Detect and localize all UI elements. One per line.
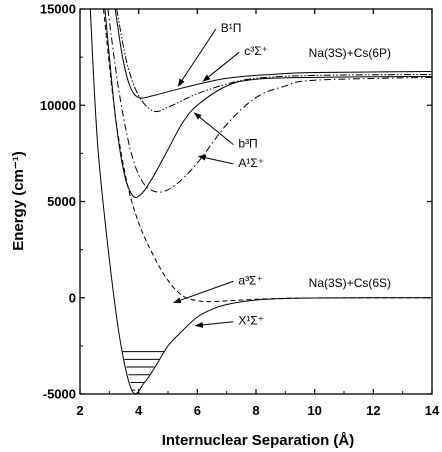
annotation-arrow-x1sigmaplus: [194, 321, 234, 328]
x-tick-label: 2: [76, 403, 83, 418]
curve-a3sigmaplus: [102, 9, 432, 303]
y-tick-label: 10000: [40, 98, 76, 113]
annotation-label-b1pi: B¹Π: [221, 21, 242, 35]
curve-x1sigmaplus: [89, 9, 432, 394]
annotation-label-b3pi: b³Π: [238, 137, 257, 151]
annotation-label-x1sigmaplus: X¹Σ⁺: [238, 314, 264, 328]
annotation-arrow-b1pi: [177, 28, 217, 87]
asymptote-label-0: Na(3S)+Cs(6P): [309, 46, 391, 60]
annotation-arrow-a3sigmaplus: [172, 280, 234, 304]
annotation-label-a3sigmaplus: a³Σ⁺: [238, 273, 262, 287]
y-tick-label: 15000: [40, 2, 76, 17]
curve-b3pi: [104, 9, 432, 199]
x-tick-label: 6: [194, 403, 201, 418]
plot-frame: [79, 8, 433, 395]
curves-layer: [89, 9, 432, 394]
annotation-label-c3sigmaplus: c³Σ⁺: [244, 44, 268, 58]
x-tick-label: 12: [366, 403, 380, 418]
annotation-arrow-b3pi: [193, 112, 234, 145]
asymptote-label-1: Na(3S)+Cs(6S): [309, 276, 391, 290]
x-tick-label: 4: [135, 403, 143, 418]
x-tick-label: 8: [252, 403, 259, 418]
vibrational-levels: [122, 351, 165, 391]
annotation-label-a1sigmaplus: A¹Σ⁺: [238, 156, 264, 170]
axis-ticks: 2 4 6 8 10 12 14 -5000 0 5000 10000 15000: [40, 2, 440, 419]
curve-b1pi: [114, 9, 432, 99]
annotation-arrow-c3sigmaplus: [202, 51, 240, 82]
x-tick-label: 10: [307, 403, 321, 418]
annotation-arrow-a1sigmaplus: [197, 154, 234, 165]
y-tick-label: -5000: [43, 387, 76, 402]
y-tick-label: 5000: [47, 194, 76, 209]
x-tick-label: 14: [425, 403, 440, 418]
x-axis-title: Internuclear Separation (Å): [162, 432, 355, 449]
curve-a1sigmaplus: [107, 9, 432, 193]
y-tick-label: 0: [69, 290, 76, 305]
y-axis-title: Energy (cm⁻¹): [10, 151, 27, 251]
curve-c3sigmaplus: [116, 9, 432, 113]
